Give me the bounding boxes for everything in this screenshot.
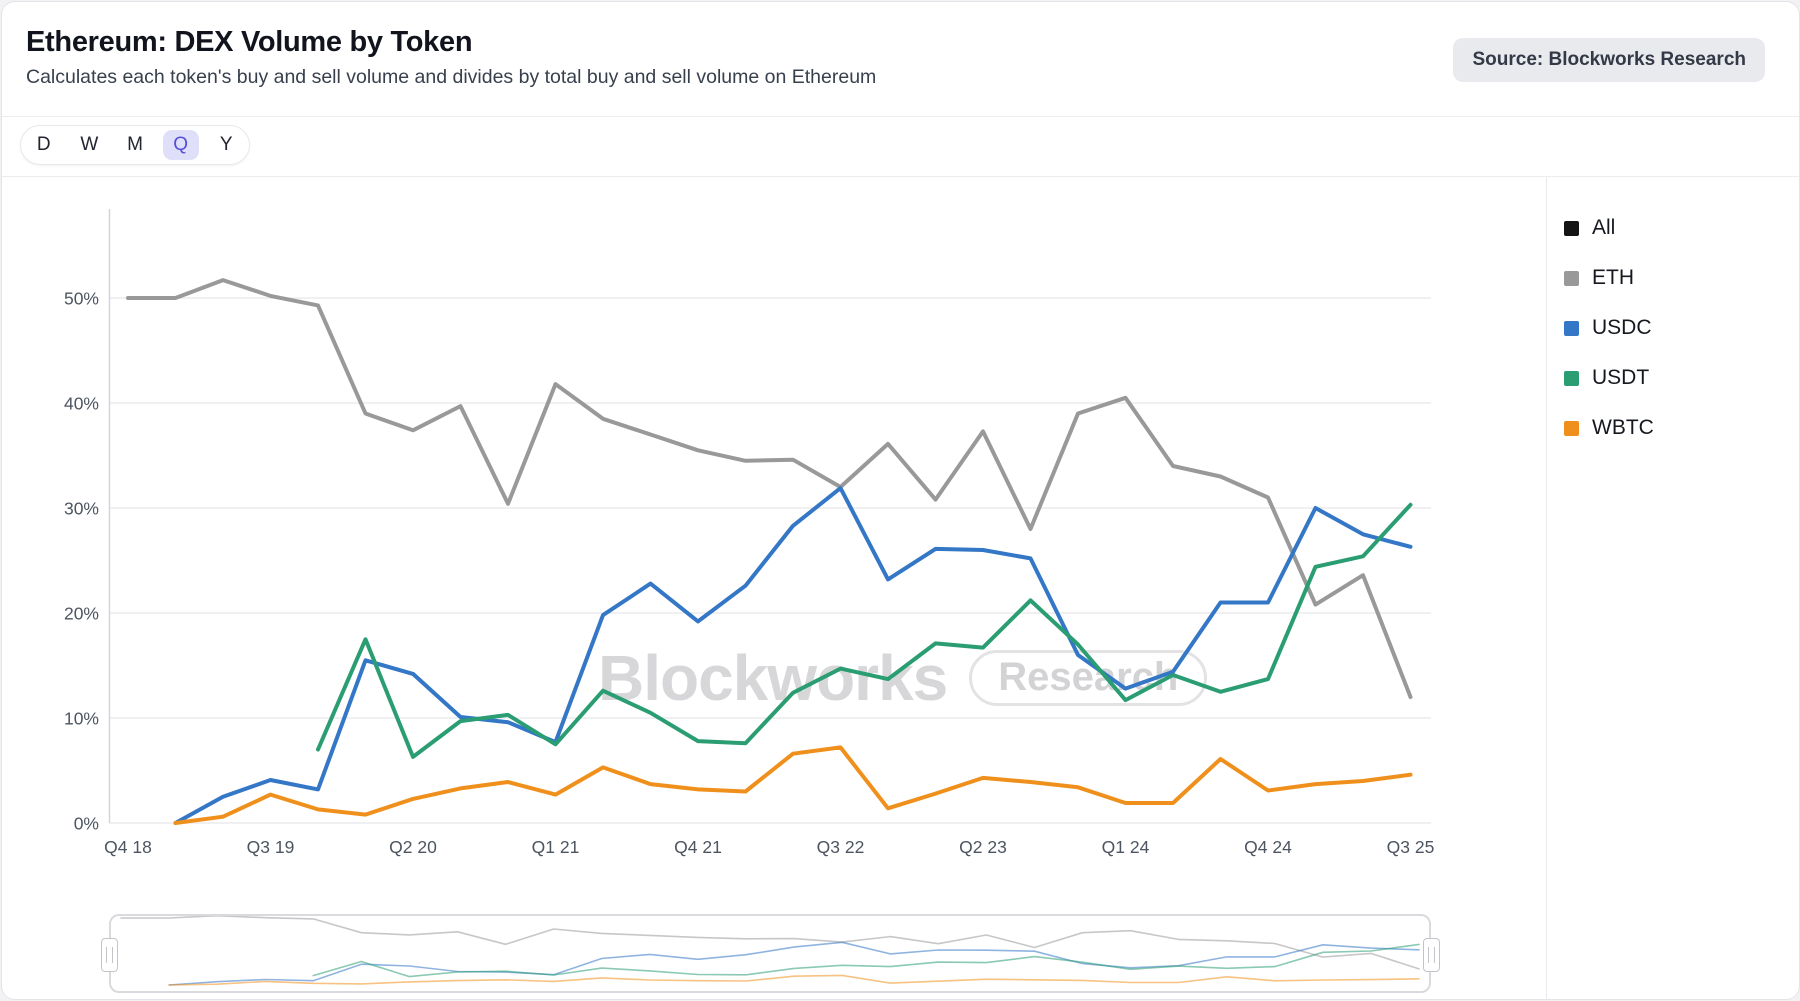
y-axis-tick-label: 30% — [64, 499, 99, 519]
series-line-eth — [120, 916, 1420, 970]
series-line-wbtc — [168, 974, 1420, 986]
legend-swatch-eth — [1564, 270, 1579, 286]
period-button-m[interactable]: M — [117, 130, 153, 160]
series-line-wbtc — [173, 745, 1413, 825]
navigator-chart-svg — [120, 916, 1420, 986]
x-axis-tick-label: Q4 21 — [674, 837, 722, 857]
y-axis-tick-label: 20% — [64, 604, 99, 624]
period-button-d[interactable]: D — [26, 130, 62, 160]
series-line-usdt — [312, 943, 1420, 978]
x-axis-tick-label: Q2 20 — [389, 837, 437, 857]
main-chart-svg[interactable]: 0% 10% 20% 30% 40% 50% Q4 18 Q3 19 Q2 20 Q1 21 Q4 … — [2, 177, 1546, 887]
legend-swatch-wbtc — [1564, 420, 1579, 436]
legend-label: USDC — [1592, 316, 1652, 339]
legend-item-usdt[interactable]: USDT — [1564, 366, 1799, 390]
x-axis-tick-label: Q4 18 — [104, 837, 152, 857]
x-axis-tick-label: Q1 24 — [1102, 837, 1150, 857]
navigator-right-handle[interactable] — [1423, 938, 1440, 972]
x-axis-tick-label: Q1 21 — [532, 837, 580, 857]
legend-item-eth[interactable]: ETH — [1564, 266, 1799, 290]
range-navigator[interactable] — [109, 914, 1431, 993]
legend-swatch-all — [1564, 220, 1579, 236]
x-axis-tick-label: Q2 23 — [959, 837, 1007, 857]
legend-item-all[interactable]: All — [1564, 216, 1799, 240]
series-line-usdc — [168, 941, 1420, 986]
legend-item-wbtc[interactable]: WBTC — [1564, 416, 1799, 440]
x-axis-tick-label: Q3 25 — [1387, 837, 1435, 857]
chart-area[interactable]: Blockworks Research 0% 10% 20% 30% 40% 50% Q4 … — [2, 177, 1546, 887]
legend: All ETH USDC USDT WBTC — [1546, 177, 1799, 999]
legend-swatch-usdc — [1564, 320, 1579, 336]
page-subtitle: Calculates each token's buy and sell vol… — [26, 66, 877, 88]
period-button-w[interactable]: W — [71, 130, 107, 160]
source-badge: Source: Blockworks Research — [1453, 38, 1765, 82]
series-line-usdt — [316, 502, 1413, 759]
period-button-q[interactable]: Q — [162, 130, 199, 160]
series-line-usdc — [173, 486, 1413, 825]
legend-label: All — [1592, 216, 1616, 239]
legend-item-usdc[interactable]: USDC — [1564, 316, 1799, 340]
header: Ethereum: DEX Volume by Token Calculates… — [2, 2, 1799, 117]
legend-label: WBTC — [1592, 416, 1654, 439]
series-line-eth — [126, 278, 1413, 699]
y-axis-tick-label: 50% — [64, 289, 99, 309]
x-axis-tick-label: Q4 24 — [1244, 837, 1292, 857]
x-axis-tick-label: Q3 22 — [817, 837, 865, 857]
y-axis-tick-label: 10% — [64, 709, 99, 729]
y-axis-tick-label: 40% — [64, 394, 99, 414]
legend-swatch-usdt — [1564, 370, 1579, 386]
legend-label: ETH — [1592, 266, 1634, 289]
period-button-y[interactable]: Y — [208, 130, 244, 160]
navigator-left-handle[interactable] — [101, 938, 118, 972]
x-axis-tick-label: Q3 19 — [247, 837, 295, 857]
page-title: Ethereum: DEX Volume by Token — [26, 26, 473, 58]
y-axis-tick-label: 0% — [74, 814, 99, 834]
legend-label: USDT — [1592, 366, 1650, 389]
